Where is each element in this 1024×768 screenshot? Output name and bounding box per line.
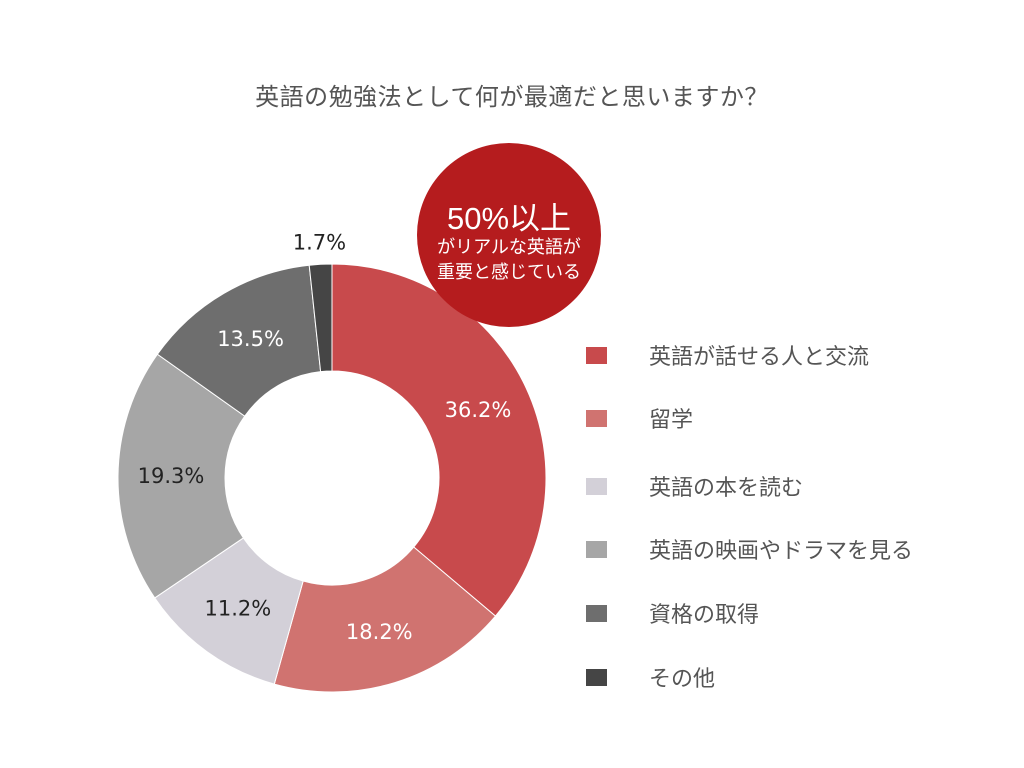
legend-label: 留学 — [649, 408, 694, 433]
slice-value-label: 11.2% — [204, 597, 271, 621]
donut-slice — [117, 353, 246, 599]
legend-label: 英語の本を読む — [649, 476, 804, 501]
callout-badge: 50%以上 がリアルな英語が 重要と感じている — [417, 143, 601, 327]
legend-item: 留学 — [586, 403, 693, 433]
legend-swatch — [586, 409, 607, 427]
legend-item: 資格の取得 — [586, 598, 759, 628]
legend-label: 資格の取得 — [649, 603, 760, 628]
donut-slice — [308, 263, 333, 373]
chart-title: 英語の勉強法として何が最適だと思いますか？ — [255, 83, 769, 111]
legend-label: 英語が話せる人と交流 — [649, 345, 870, 370]
callout-line-2: 重要と感じている — [437, 262, 581, 283]
legend-item: 英語の本を読む — [586, 471, 803, 501]
legend-item: 英語の映画やドラマを見る — [586, 534, 913, 564]
slice-value-label: 36.2% — [445, 398, 512, 422]
slice-value-label: 19.3% — [138, 464, 205, 488]
slice-value-label: 18.2% — [346, 620, 413, 644]
legend-swatch — [586, 477, 607, 495]
legend-label: その他 — [649, 667, 716, 692]
legend-swatch — [586, 346, 607, 364]
legend-swatch — [586, 540, 607, 558]
legend-item: 英語が話せる人と交流 — [586, 340, 869, 370]
legend-item: その他 — [586, 662, 715, 692]
slice-value-label: 13.5% — [217, 327, 284, 351]
legend-swatch — [586, 604, 607, 622]
legend-label: 英語の映画やドラマを見る — [649, 539, 914, 564]
callout-line-1: がリアルな英語が — [437, 237, 581, 258]
callout-headline: 50%以上 — [446, 201, 572, 236]
slice-value-label: 1.7% — [293, 230, 346, 254]
legend-swatch — [586, 668, 607, 686]
donut-slice — [273, 546, 497, 693]
